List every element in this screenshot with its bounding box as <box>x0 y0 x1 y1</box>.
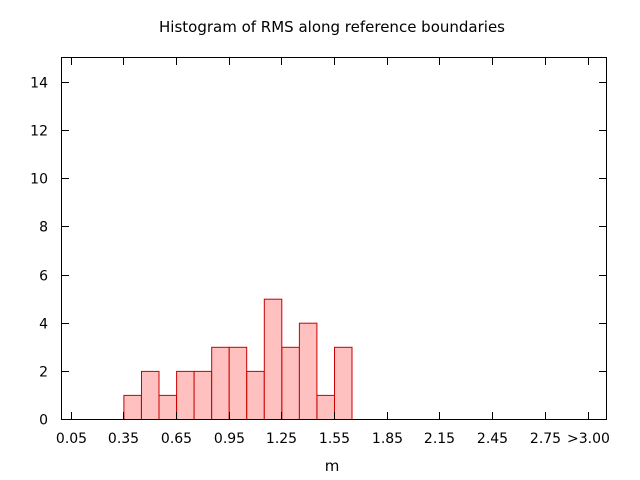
x-axis-ticks: 0.05 0.35 0.65 0.95 1.25 1.55 1.85 2.15 2.45 2.75… <box>56 58 610 447</box>
histogram-bar-11 <box>298 322 318 421</box>
y-tick-label: 12 <box>30 124 48 140</box>
histogram-bar-5 <box>193 370 213 420</box>
histogram-bar-1 <box>123 394 142 420</box>
y-tick-label: 8 <box>39 220 48 236</box>
histogram-bar-10 <box>281 346 300 420</box>
x-tick-label: 2.75 <box>530 431 561 447</box>
y-axis-ticks: 0 2 4 6 8 10 12 14 <box>30 76 606 429</box>
y-tick-label: 10 <box>30 172 48 188</box>
x-tick-label: >3.00 <box>567 431 610 447</box>
x-axis-label: m <box>325 457 340 475</box>
plot-frame <box>61 57 607 420</box>
chart-title: Histogram of RMS along reference boundar… <box>159 18 505 36</box>
histogram-bar-8 <box>246 370 265 420</box>
y-tick-label: 14 <box>30 76 48 92</box>
x-tick-label: 2.45 <box>477 431 508 447</box>
y-tick-label: 2 <box>39 365 48 381</box>
y-tick-label: 0 <box>39 413 48 429</box>
histogram-bar-13 <box>334 346 353 420</box>
histogram-bar-2 <box>141 370 160 420</box>
histogram-bar-4 <box>176 370 195 420</box>
x-tick-label: 1.55 <box>319 431 350 447</box>
x-tick-label: 1.85 <box>372 431 403 447</box>
y-tick-label: 4 <box>39 317 48 333</box>
x-tick-label: 0.35 <box>108 431 139 447</box>
histogram-bar-9 <box>263 298 283 421</box>
histogram-bar-3 <box>158 394 177 420</box>
histogram-bar-6 <box>211 346 230 420</box>
x-tick-label: 1.25 <box>266 431 297 447</box>
bars-group <box>123 298 353 421</box>
x-tick-label: 2.15 <box>424 431 455 447</box>
x-tick-label: 0.95 <box>214 431 245 447</box>
y-tick-label: 6 <box>39 269 48 285</box>
histogram-bar-7 <box>228 346 248 420</box>
x-tick-label: 0.05 <box>56 431 87 447</box>
histogram-bar-12 <box>316 394 335 420</box>
x-tick-label: 0.65 <box>161 431 192 447</box>
